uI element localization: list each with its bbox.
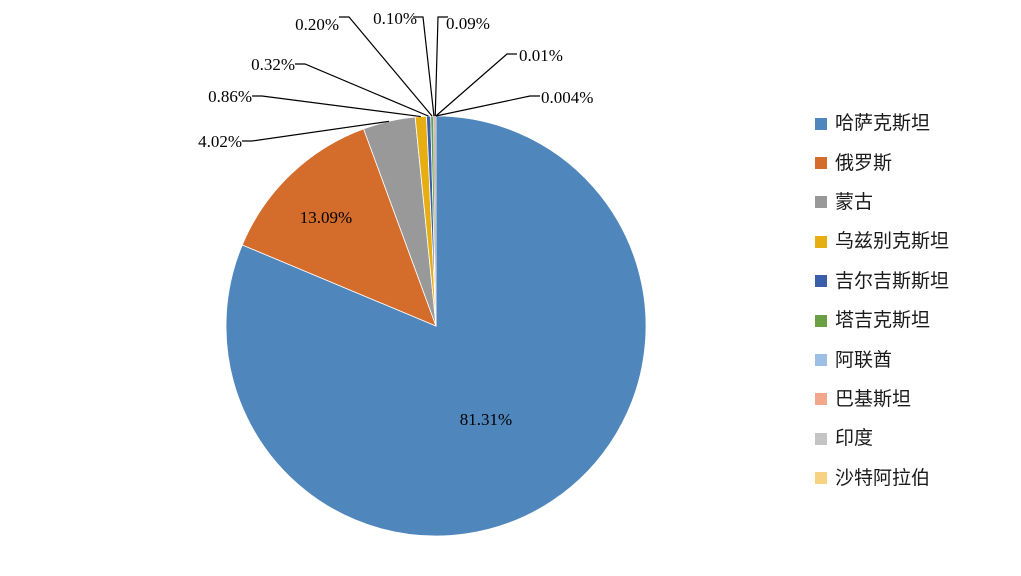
legend-item: 乌兹别克斯坦 [815, 222, 949, 261]
data-label: 0.01% [519, 46, 563, 65]
legend-label: 沙特阿拉伯 [835, 469, 930, 488]
legend-swatch [815, 315, 827, 327]
chart-legend: 哈萨克斯坦俄罗斯蒙古乌兹别克斯坦吉尔吉斯斯坦塔吉克斯坦阿联酋巴基斯坦印度沙特阿拉… [815, 104, 949, 498]
data-label: 0.32% [251, 55, 295, 74]
data-label: 81.31% [460, 410, 512, 429]
legend-swatch [815, 275, 827, 287]
leader-line [252, 96, 421, 117]
legend-swatch [815, 433, 827, 445]
legend-label: 乌兹别克斯坦 [835, 232, 949, 251]
legend-label: 哈萨克斯坦 [835, 114, 930, 133]
legend-item: 吉尔吉斯斯坦 [815, 262, 949, 301]
legend-swatch [815, 472, 827, 484]
legend-item: 沙特阿拉伯 [815, 459, 949, 498]
legend-item: 蒙古 [815, 183, 949, 222]
legend-item: 印度 [815, 419, 949, 458]
legend-label: 塔吉克斯坦 [835, 311, 930, 330]
leader-line [436, 54, 517, 116]
data-label: 0.20% [295, 15, 339, 34]
legend-label: 吉尔吉斯斯坦 [835, 272, 949, 291]
legend-swatch [815, 354, 827, 366]
leader-line [339, 17, 432, 116]
leader-line [413, 17, 434, 116]
legend-item: 阿联酋 [815, 340, 949, 379]
legend-label: 巴基斯坦 [835, 390, 911, 409]
legend-swatch [815, 118, 827, 130]
legend-swatch [815, 236, 827, 248]
data-label: 0.10% [373, 9, 417, 28]
legend-label: 印度 [835, 429, 873, 448]
legend-item: 哈萨克斯坦 [815, 104, 949, 143]
data-label: 0.004% [541, 88, 593, 107]
data-label: 4.02% [198, 132, 242, 151]
legend-swatch [815, 157, 827, 169]
legend-item: 塔吉克斯坦 [815, 301, 949, 340]
legend-swatch [815, 393, 827, 405]
data-label: 0.86% [208, 87, 252, 106]
data-label: 0.09% [446, 14, 490, 33]
legend-item: 俄罗斯 [815, 143, 949, 182]
data-label: 13.09% [300, 208, 352, 227]
legend-item: 巴基斯坦 [815, 380, 949, 419]
legend-label: 蒙古 [835, 193, 873, 212]
leader-line [436, 96, 540, 116]
legend-swatch [815, 196, 827, 208]
legend-label: 阿联酋 [835, 351, 892, 370]
legend-label: 俄罗斯 [835, 154, 892, 173]
